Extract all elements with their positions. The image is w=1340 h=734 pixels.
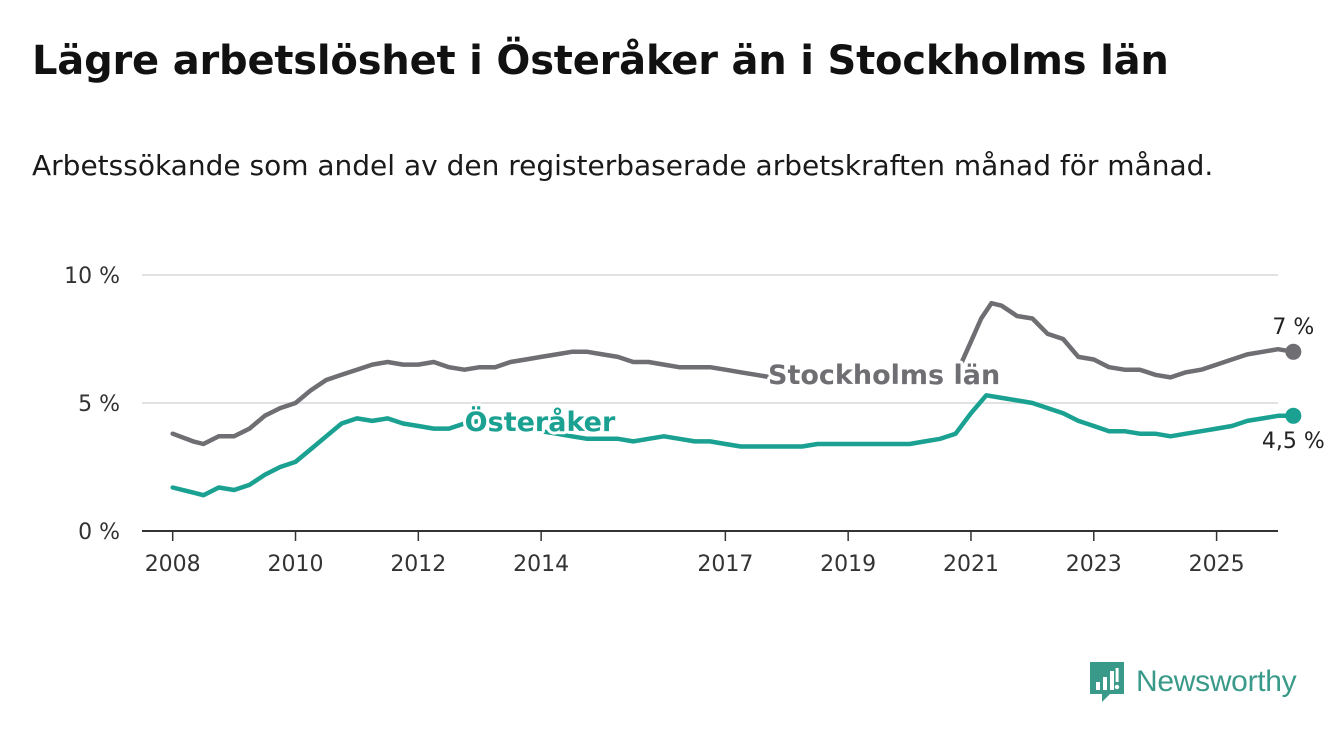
series-line-stockholms-lan xyxy=(958,300,1296,380)
x-tick-label: 2023 xyxy=(1066,552,1122,577)
x-tick-label: 2017 xyxy=(697,552,753,577)
x-axis: 2008 2010 2012 2014 2017 2019 2021 2023 2025 xyxy=(142,530,1278,577)
x-tick-label: 2025 xyxy=(1189,552,1245,577)
x-tick-label: 2008 xyxy=(145,552,201,577)
series-lines xyxy=(170,300,1302,498)
x-tick-label: 2010 xyxy=(268,552,324,577)
x-tick-label: 2019 xyxy=(820,552,876,577)
series-labels: Stockholms län 7 % Österåker 4,5 % xyxy=(462,312,1328,457)
chart-subtitle: Arbetssökande som andel av den registerb… xyxy=(32,149,1214,182)
y-axis-ticks: 0 % 5 % 10 % xyxy=(64,264,120,545)
series-end-point xyxy=(1285,407,1302,424)
x-tick-label: 2014 xyxy=(513,552,569,577)
newsworthy-chart-icon xyxy=(1090,662,1124,702)
gridlines xyxy=(142,274,1278,404)
series-label-osteraker: Österåker xyxy=(465,405,616,438)
x-tick-label: 2021 xyxy=(943,552,999,577)
x-tick-label: 2012 xyxy=(390,552,446,577)
series-line-stockholms-lan xyxy=(170,349,790,447)
line-chart: 0 %5 %10 % 2008 2010 2012 2014 2017 2019 2021 2… xyxy=(64,264,1328,577)
chart-title: Lägre arbetslöshet i Österåker än i Stoc… xyxy=(32,38,1169,84)
brand-name: Newsworthy xyxy=(1136,665,1297,698)
end-value-label: 7 % xyxy=(1272,315,1314,340)
newsworthy-logo: Newsworthy xyxy=(1088,660,1297,704)
series-end-point xyxy=(1285,343,1302,360)
end-value-label: 4,5 % xyxy=(1262,429,1325,454)
y-tick-label: 5 % xyxy=(78,392,120,417)
y-tick-label: 10 % xyxy=(64,264,120,289)
y-tick-label: 0 % xyxy=(78,520,120,545)
series-line-osteraker xyxy=(170,393,1296,498)
series-label-stockholms-lan: Stockholms län xyxy=(768,360,1000,391)
